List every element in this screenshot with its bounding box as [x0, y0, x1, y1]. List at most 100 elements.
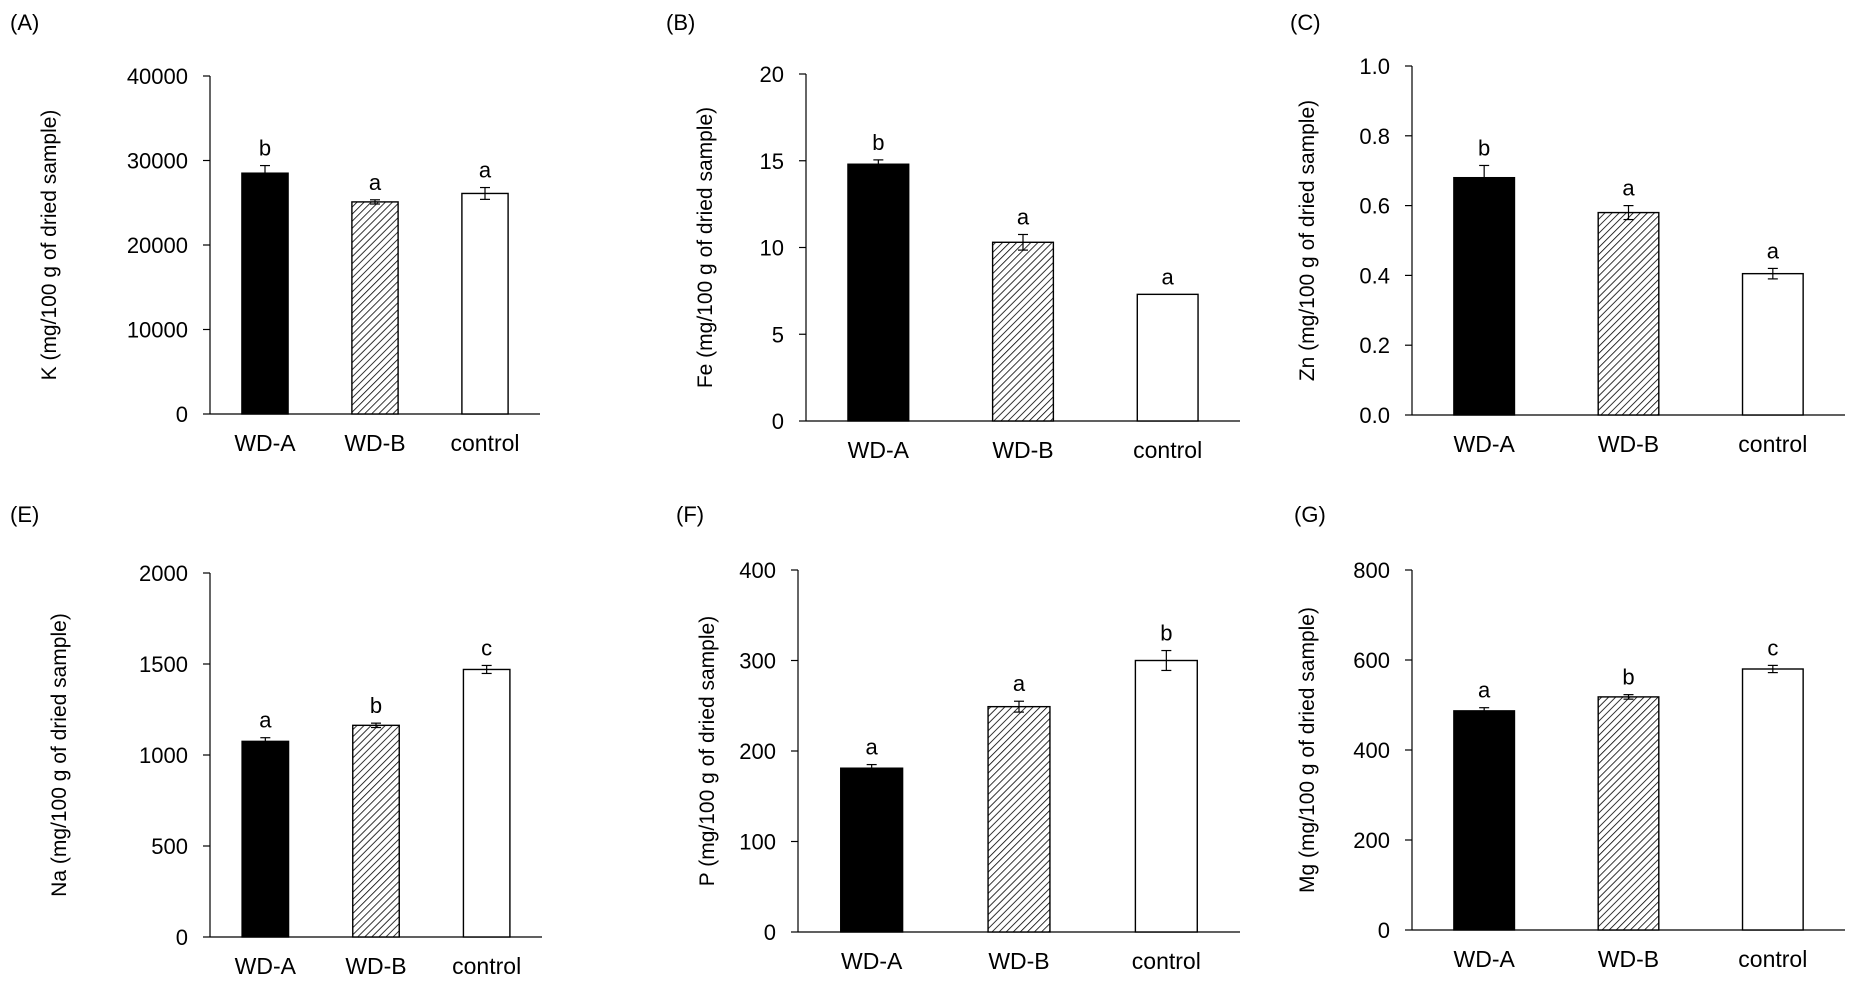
x-category-label: control: [1133, 437, 1202, 463]
panel-label: (F): [676, 502, 704, 527]
chart-panel: (E) 0 500 1000 1500 2000 Na (mg/100 g of dried…: [10, 502, 542, 979]
y-tick-label: 0.8: [1359, 124, 1390, 149]
y-tick-label: 600: [1353, 648, 1390, 673]
significance-letter: a: [1478, 678, 1491, 703]
bar: [1597, 211, 1660, 416]
significance-letter: a: [1017, 204, 1030, 229]
significance-letter: b: [1160, 621, 1172, 646]
chart-panel: (C) 0.0 0.2 0.4 0.6 0.8 1.0 Zn (mg/100 g of dri…: [1290, 10, 1845, 457]
y-tick-label: 0.2: [1359, 333, 1390, 358]
bar: [352, 724, 400, 938]
significance-letter: a: [369, 170, 382, 195]
x-category-label: WD-B: [988, 948, 1049, 974]
significance-letter: a: [479, 158, 492, 183]
y-axis-title: Fe (mg/100 g of dried sample): [694, 107, 717, 388]
y-tick-label: 800: [1353, 558, 1390, 583]
x-category-label: WD-A: [1454, 946, 1516, 972]
y-tick-label: 300: [739, 649, 776, 674]
chart-panel: (F) 0 100 200 300 400 P (mg/100 g of dried sam…: [676, 502, 1240, 974]
significance-letter: b: [259, 136, 271, 161]
significance-letter: a: [866, 735, 879, 760]
x-category-label: control: [450, 430, 519, 456]
y-tick-label: 0: [772, 409, 784, 434]
y-tick-label: 0: [764, 920, 776, 945]
bar: [840, 767, 904, 933]
x-category-label: WD-B: [345, 953, 406, 979]
significance-letter: b: [1622, 665, 1634, 690]
bar: [241, 172, 289, 415]
significance-letter: a: [1013, 671, 1026, 696]
y-tick-label: 20: [760, 62, 784, 87]
y-tick-label: 0: [1378, 918, 1390, 943]
bar: [1453, 176, 1516, 416]
y-tick-label: 0.6: [1359, 194, 1390, 219]
y-tick-label: 10: [760, 236, 784, 261]
y-axis-title: P (mg/100 g of dried sample): [696, 616, 719, 886]
bar: [1741, 272, 1804, 416]
y-tick-label: 0: [176, 402, 188, 427]
x-category-label: control: [1132, 948, 1201, 974]
bar: [1453, 710, 1516, 931]
bar: [991, 241, 1055, 422]
y-tick-label: 2000: [139, 561, 188, 586]
x-category-label: WD-B: [1598, 431, 1659, 457]
y-tick-label: 200: [739, 739, 776, 764]
bar: [1741, 668, 1804, 931]
y-tick-label: 30000: [127, 149, 188, 174]
significance-letter: a: [1767, 238, 1780, 263]
bar: [847, 163, 910, 422]
x-category-label: WD-A: [848, 437, 910, 463]
x-category-label: control: [452, 953, 521, 979]
bar: [462, 668, 511, 938]
y-axis-title: Mg (mg/100 g of dried sample): [1296, 607, 1319, 893]
x-category-label: WD-B: [344, 430, 405, 456]
significance-letter: a: [1622, 176, 1635, 201]
chart-panel: (A) 0 10000 20000 30000 40000 K (mg/100 g of d…: [10, 10, 540, 456]
significance-letter: b: [1478, 135, 1490, 160]
x-category-label: WD-A: [234, 430, 296, 456]
y-tick-label: 10000: [127, 318, 188, 343]
x-category-label: WD-A: [1454, 431, 1516, 457]
bar: [987, 705, 1051, 933]
bar: [1134, 659, 1198, 933]
x-category-label: WD-B: [992, 437, 1053, 463]
chart-panel: (G) 0 200 400 600 800 Mg (mg/100 g of dried sa…: [1294, 502, 1845, 972]
x-category-label: WD-B: [1598, 946, 1659, 972]
x-category-label: control: [1738, 431, 1807, 457]
chart-panel: (B) 0 5 10 15 20 Fe (mg/100 g of dried sample)…: [666, 10, 1240, 463]
y-tick-label: 1500: [139, 652, 188, 677]
y-axis-title: Zn (mg/100 g of dried sample): [1296, 100, 1319, 381]
x-category-label: control: [1738, 946, 1807, 972]
bar: [461, 192, 509, 415]
y-tick-label: 20000: [127, 233, 188, 258]
panel-label: (B): [666, 10, 695, 35]
y-tick-label: 1.0: [1359, 54, 1390, 79]
significance-letter: b: [872, 130, 884, 155]
y-tick-label: 400: [739, 558, 776, 583]
y-tick-label: 0.0: [1359, 403, 1390, 428]
x-category-label: WD-A: [841, 948, 903, 974]
y-tick-label: 15: [760, 149, 784, 174]
significance-letter: b: [370, 693, 382, 718]
significance-letter: c: [1767, 635, 1778, 660]
y-tick-label: 500: [151, 834, 188, 859]
y-tick-label: 200: [1353, 828, 1390, 853]
significance-letter: c: [481, 635, 492, 660]
panel-label: (G): [1294, 502, 1326, 527]
significance-letter: a: [1162, 264, 1175, 289]
bar: [241, 740, 290, 938]
significance-letter: a: [259, 708, 272, 733]
panel-label: (E): [10, 502, 39, 527]
y-tick-label: 5: [772, 322, 784, 347]
x-category-label: WD-A: [235, 953, 297, 979]
y-tick-label: 1000: [139, 743, 188, 768]
bar: [1597, 696, 1660, 931]
y-tick-label: 40000: [127, 64, 188, 89]
bar: [1136, 293, 1199, 422]
bar: [351, 201, 399, 415]
y-tick-label: 0.4: [1359, 263, 1390, 288]
y-axis-title: K (mg/100 g of dried sample): [38, 110, 61, 381]
y-axis-title: Na (mg/100 g of dried sample): [48, 613, 71, 897]
panel-label: (C): [1290, 10, 1321, 35]
